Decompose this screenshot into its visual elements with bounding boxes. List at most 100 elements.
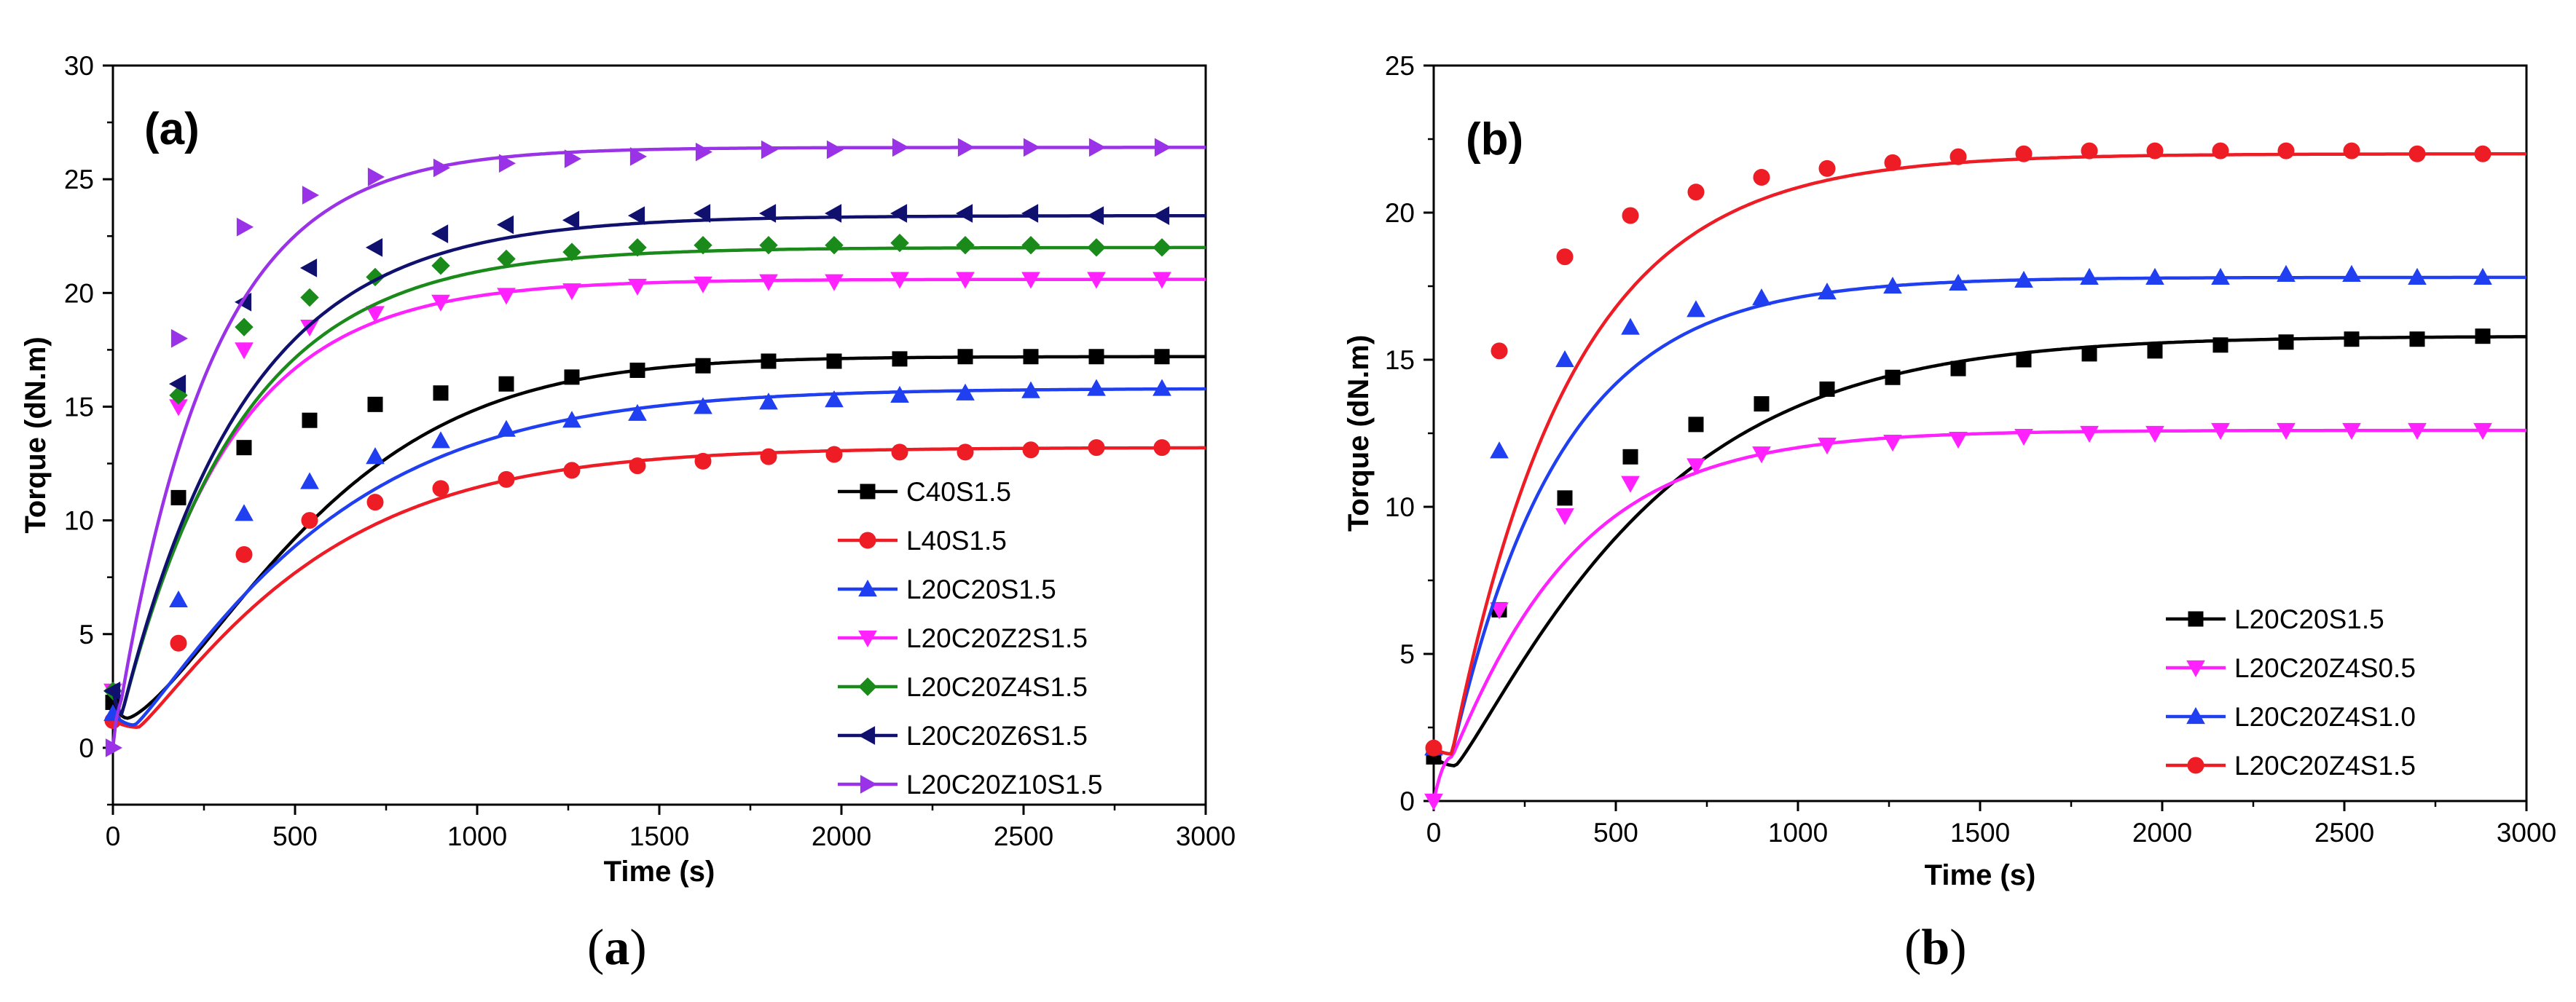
series-line bbox=[1432, 275, 2526, 756]
legend-marker bbox=[858, 677, 877, 696]
chart-panel-b: 0 500 1000 1500 2000 2500 3000 0 5 10 15 20 25 Time (… bbox=[1288, 0, 2576, 1002]
data-point bbox=[2081, 346, 2097, 362]
panel-letter: (a) bbox=[144, 104, 200, 154]
y-tick-label: 10 bbox=[1385, 492, 1415, 522]
data-point bbox=[1949, 273, 1968, 291]
y-tick-label: 5 bbox=[1399, 639, 1415, 669]
data-point bbox=[367, 167, 385, 186]
data-point bbox=[1752, 446, 1771, 464]
data-point bbox=[1021, 236, 1040, 255]
data-point bbox=[2408, 267, 2427, 285]
caption-a-open: ( bbox=[587, 920, 605, 976]
data-point bbox=[367, 396, 383, 412]
chart-b-svg: 0 500 1000 1500 2000 2500 3000 0 5 10 15 20 25 Time (… bbox=[1343, 51, 2556, 891]
legend-marker bbox=[858, 630, 877, 648]
data-point bbox=[759, 236, 778, 255]
series-line bbox=[111, 277, 1206, 717]
x-axis-title: Time (s) bbox=[1925, 859, 2036, 891]
legend-marker bbox=[860, 484, 876, 500]
legend-label: L20C20Z10S1.5 bbox=[906, 770, 1102, 800]
y-tick-label: 15 bbox=[1385, 345, 1415, 375]
series-line bbox=[1432, 428, 2526, 802]
legend-label: L20C20Z4S1.5 bbox=[906, 672, 1088, 702]
data-point bbox=[957, 138, 975, 157]
data-point bbox=[497, 288, 516, 305]
legend-label: L20C20S1.5 bbox=[2234, 604, 2384, 634]
data-point bbox=[302, 412, 318, 428]
data-point bbox=[826, 353, 842, 369]
data-point bbox=[957, 349, 973, 365]
data-point bbox=[1152, 206, 1170, 225]
data-point bbox=[498, 154, 517, 173]
series-C40S1.5 bbox=[105, 349, 1206, 720]
data-point bbox=[825, 446, 843, 463]
data-point bbox=[1949, 148, 1967, 165]
x-tick-label: 1000 bbox=[447, 821, 507, 851]
x-tick-label: 500 bbox=[1593, 818, 1638, 848]
data-point bbox=[2080, 425, 2099, 443]
data-point bbox=[759, 392, 778, 410]
caption-b: (b) bbox=[1904, 919, 1967, 977]
panel-letter: (b) bbox=[1466, 114, 1523, 165]
data-point bbox=[497, 419, 516, 437]
data-point bbox=[498, 470, 515, 488]
caption-b-close: ) bbox=[1949, 920, 1967, 976]
data-point bbox=[955, 204, 973, 223]
data-point bbox=[1819, 381, 1835, 397]
data-point bbox=[302, 186, 320, 205]
legend-label: L20C20Z6S1.5 bbox=[906, 721, 1088, 751]
data-point bbox=[1885, 369, 1901, 385]
legend-marker bbox=[2186, 660, 2205, 678]
data-point bbox=[2277, 264, 2296, 282]
data-point bbox=[695, 358, 711, 374]
data-point bbox=[564, 369, 580, 385]
data-point bbox=[1021, 272, 1040, 289]
data-point bbox=[957, 443, 974, 461]
data-point bbox=[562, 283, 581, 301]
data-point bbox=[2277, 422, 2296, 440]
data-point bbox=[758, 204, 777, 223]
data-point bbox=[2081, 142, 2098, 159]
data-point bbox=[1818, 159, 1836, 177]
legend-label: L20C20Z4S1.0 bbox=[2234, 702, 2416, 732]
data-point bbox=[2080, 267, 2099, 285]
legend-label: L20C20Z4S1.5 bbox=[2234, 751, 2416, 781]
data-point bbox=[694, 452, 712, 470]
data-point bbox=[2212, 337, 2229, 353]
data-point bbox=[956, 236, 975, 255]
legend-label: L40S1.5 bbox=[906, 526, 1007, 556]
data-point bbox=[366, 447, 385, 465]
data-point bbox=[890, 204, 908, 223]
data-point bbox=[1152, 238, 1171, 257]
data-point bbox=[497, 249, 516, 269]
y-axis-title: Torque (dN.m) bbox=[20, 336, 52, 533]
data-point bbox=[1153, 439, 1171, 457]
data-point bbox=[1753, 169, 1770, 186]
data-point bbox=[2211, 267, 2230, 285]
data-point bbox=[1754, 396, 1770, 412]
data-point bbox=[1154, 349, 1170, 365]
data-point bbox=[562, 411, 581, 428]
data-point bbox=[1555, 508, 1574, 526]
series-L20C20Z4S0.5 bbox=[1424, 422, 2526, 811]
series-L40S1.5 bbox=[104, 439, 1206, 729]
data-point bbox=[2146, 142, 2164, 159]
data-point bbox=[1023, 349, 1039, 365]
data-point bbox=[694, 397, 712, 414]
data-point bbox=[564, 149, 582, 168]
legend-marker bbox=[858, 579, 877, 597]
y-axis-title: Torque (dN.m) bbox=[1343, 335, 1375, 532]
x-tick-label: 2000 bbox=[812, 821, 871, 851]
x-axis-title: Time (s) bbox=[604, 856, 715, 888]
data-point bbox=[170, 489, 186, 505]
data-point bbox=[627, 206, 645, 225]
data-point bbox=[431, 224, 449, 243]
data-point bbox=[235, 545, 253, 563]
y-tick-label: 15 bbox=[64, 392, 94, 422]
y-tick-label: 0 bbox=[1399, 786, 1415, 816]
data-point bbox=[2278, 334, 2294, 350]
series-line bbox=[111, 355, 1206, 720]
x-tick-label: 2500 bbox=[2314, 818, 2374, 848]
data-point bbox=[890, 272, 909, 289]
data-point bbox=[956, 383, 975, 401]
